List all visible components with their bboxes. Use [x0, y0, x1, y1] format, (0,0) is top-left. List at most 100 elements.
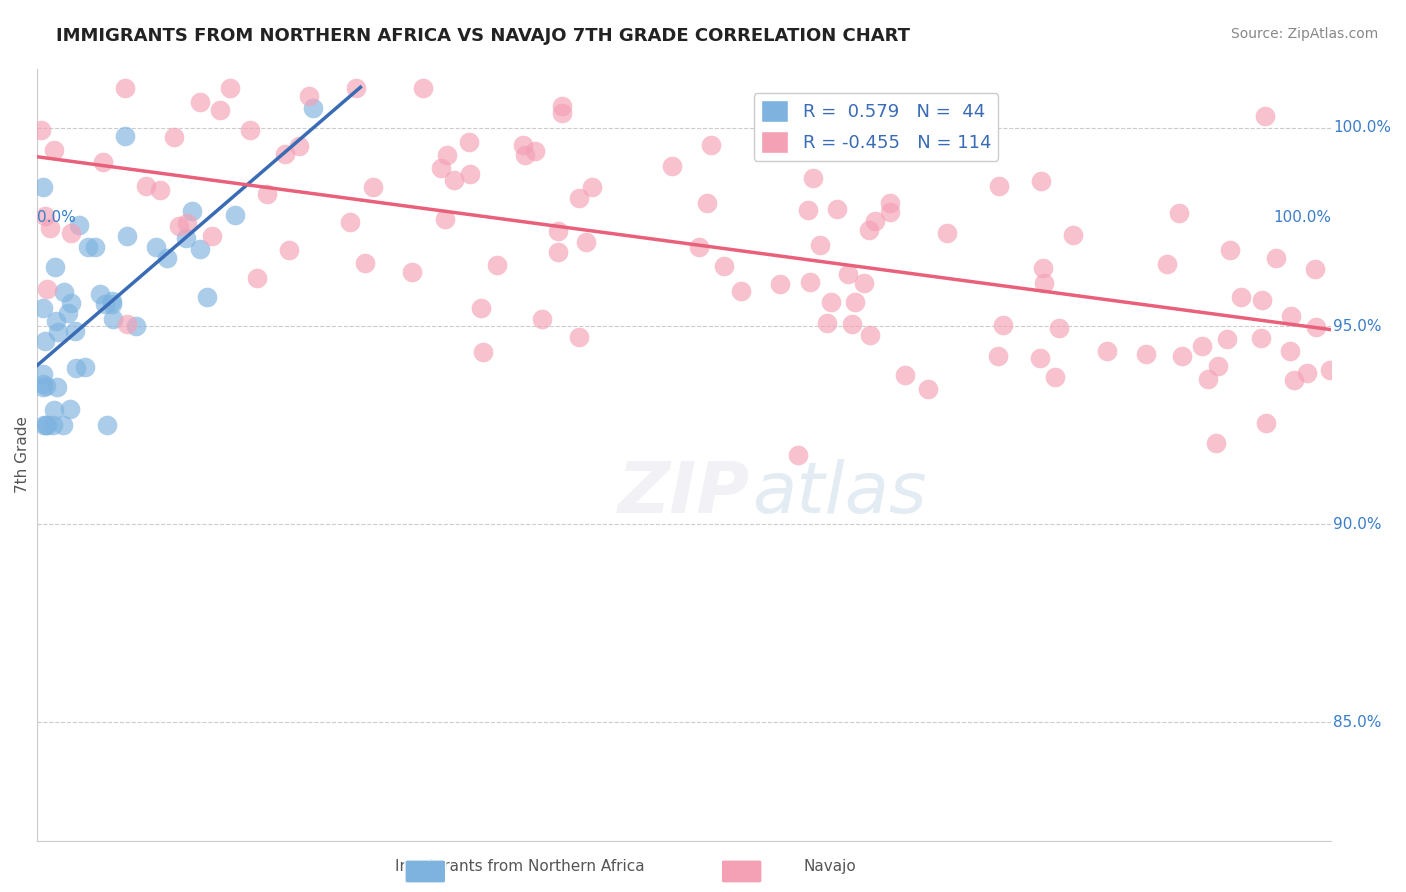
Point — [76, 239, 98, 253]
Point — [44, 402, 66, 417]
Point — [32, 179, 55, 194]
Point — [1250, 293, 1272, 307]
Point — [1062, 228, 1084, 243]
Legend: R =  0.579   N =  44, R = -0.455   N = 114: R = 0.579 N = 44, R = -0.455 N = 114 — [754, 93, 998, 161]
Point — [32, 377, 55, 392]
Text: Source: ZipAtlas.com: Source: ZipAtlas.com — [1230, 27, 1378, 41]
Point — [581, 180, 603, 194]
Point — [56, 305, 79, 319]
Point — [769, 277, 792, 292]
Point — [1171, 349, 1194, 363]
Point — [436, 147, 458, 161]
Point — [91, 154, 114, 169]
Point — [568, 192, 591, 206]
Point — [713, 259, 735, 273]
Point — [96, 418, 118, 433]
Point — [46, 325, 69, 339]
Point — [1206, 359, 1229, 373]
Point — [852, 276, 875, 290]
Point — [94, 297, 117, 311]
Point — [457, 135, 479, 149]
Point — [287, 138, 309, 153]
Point — [935, 226, 957, 240]
Point — [808, 237, 831, 252]
Point — [156, 251, 179, 265]
Point — [34, 209, 56, 223]
Point — [841, 317, 863, 331]
Text: 0.0%: 0.0% — [37, 210, 76, 225]
Point — [339, 214, 361, 228]
Point — [1264, 251, 1286, 265]
Point — [277, 244, 299, 258]
Point — [44, 144, 66, 158]
Point — [301, 101, 323, 115]
Point — [1191, 339, 1213, 353]
Point — [59, 401, 82, 416]
Point — [44, 260, 66, 274]
Point — [401, 265, 423, 279]
Point — [786, 448, 808, 462]
Point — [115, 229, 138, 244]
Point — [30, 123, 52, 137]
Text: 90.0%: 90.0% — [1333, 516, 1382, 532]
Point — [32, 380, 55, 394]
Point — [1279, 343, 1302, 358]
Point — [524, 144, 547, 158]
Point — [34, 418, 56, 433]
Point — [1156, 257, 1178, 271]
Point — [991, 318, 1014, 332]
Point — [987, 179, 1010, 194]
Point — [820, 294, 842, 309]
Point — [145, 240, 167, 254]
Point — [1230, 290, 1253, 304]
Point — [135, 179, 157, 194]
Point — [219, 81, 242, 95]
Point — [1043, 369, 1066, 384]
Y-axis label: 7th Grade: 7th Grade — [15, 417, 30, 493]
Point — [1095, 344, 1118, 359]
Point — [176, 216, 198, 230]
Point — [89, 286, 111, 301]
Point — [167, 219, 190, 233]
Point — [1216, 332, 1239, 346]
Point — [195, 290, 218, 304]
Point — [894, 368, 917, 383]
Point — [434, 211, 457, 226]
Point — [274, 147, 297, 161]
Point — [298, 89, 321, 103]
Point — [1254, 416, 1277, 430]
Point — [52, 418, 75, 433]
Point — [1319, 362, 1341, 376]
Point — [1031, 174, 1053, 188]
Point — [46, 380, 69, 394]
Point — [35, 379, 58, 393]
Point — [176, 231, 198, 245]
Point — [181, 203, 204, 218]
Point — [101, 297, 124, 311]
Point — [34, 418, 56, 433]
Point — [844, 295, 866, 310]
Text: Navajo: Navajo — [803, 859, 856, 874]
Point — [117, 317, 139, 331]
Text: 100.0%: 100.0% — [1272, 210, 1331, 225]
Text: ZIP: ZIP — [617, 459, 749, 528]
Point — [361, 179, 384, 194]
Point — [246, 271, 269, 285]
Point — [83, 240, 105, 254]
Point — [52, 285, 75, 299]
Point — [837, 267, 859, 281]
Point — [35, 418, 58, 433]
Point — [1028, 351, 1050, 366]
Point — [125, 319, 148, 334]
Point — [188, 242, 211, 256]
Point — [530, 312, 553, 326]
Point — [430, 161, 453, 175]
Point — [1305, 261, 1327, 276]
Point — [209, 103, 232, 117]
Point — [34, 334, 56, 348]
Point — [149, 183, 172, 197]
Point — [661, 159, 683, 173]
Point — [224, 208, 246, 222]
Point — [65, 361, 87, 376]
Point — [1047, 321, 1070, 335]
